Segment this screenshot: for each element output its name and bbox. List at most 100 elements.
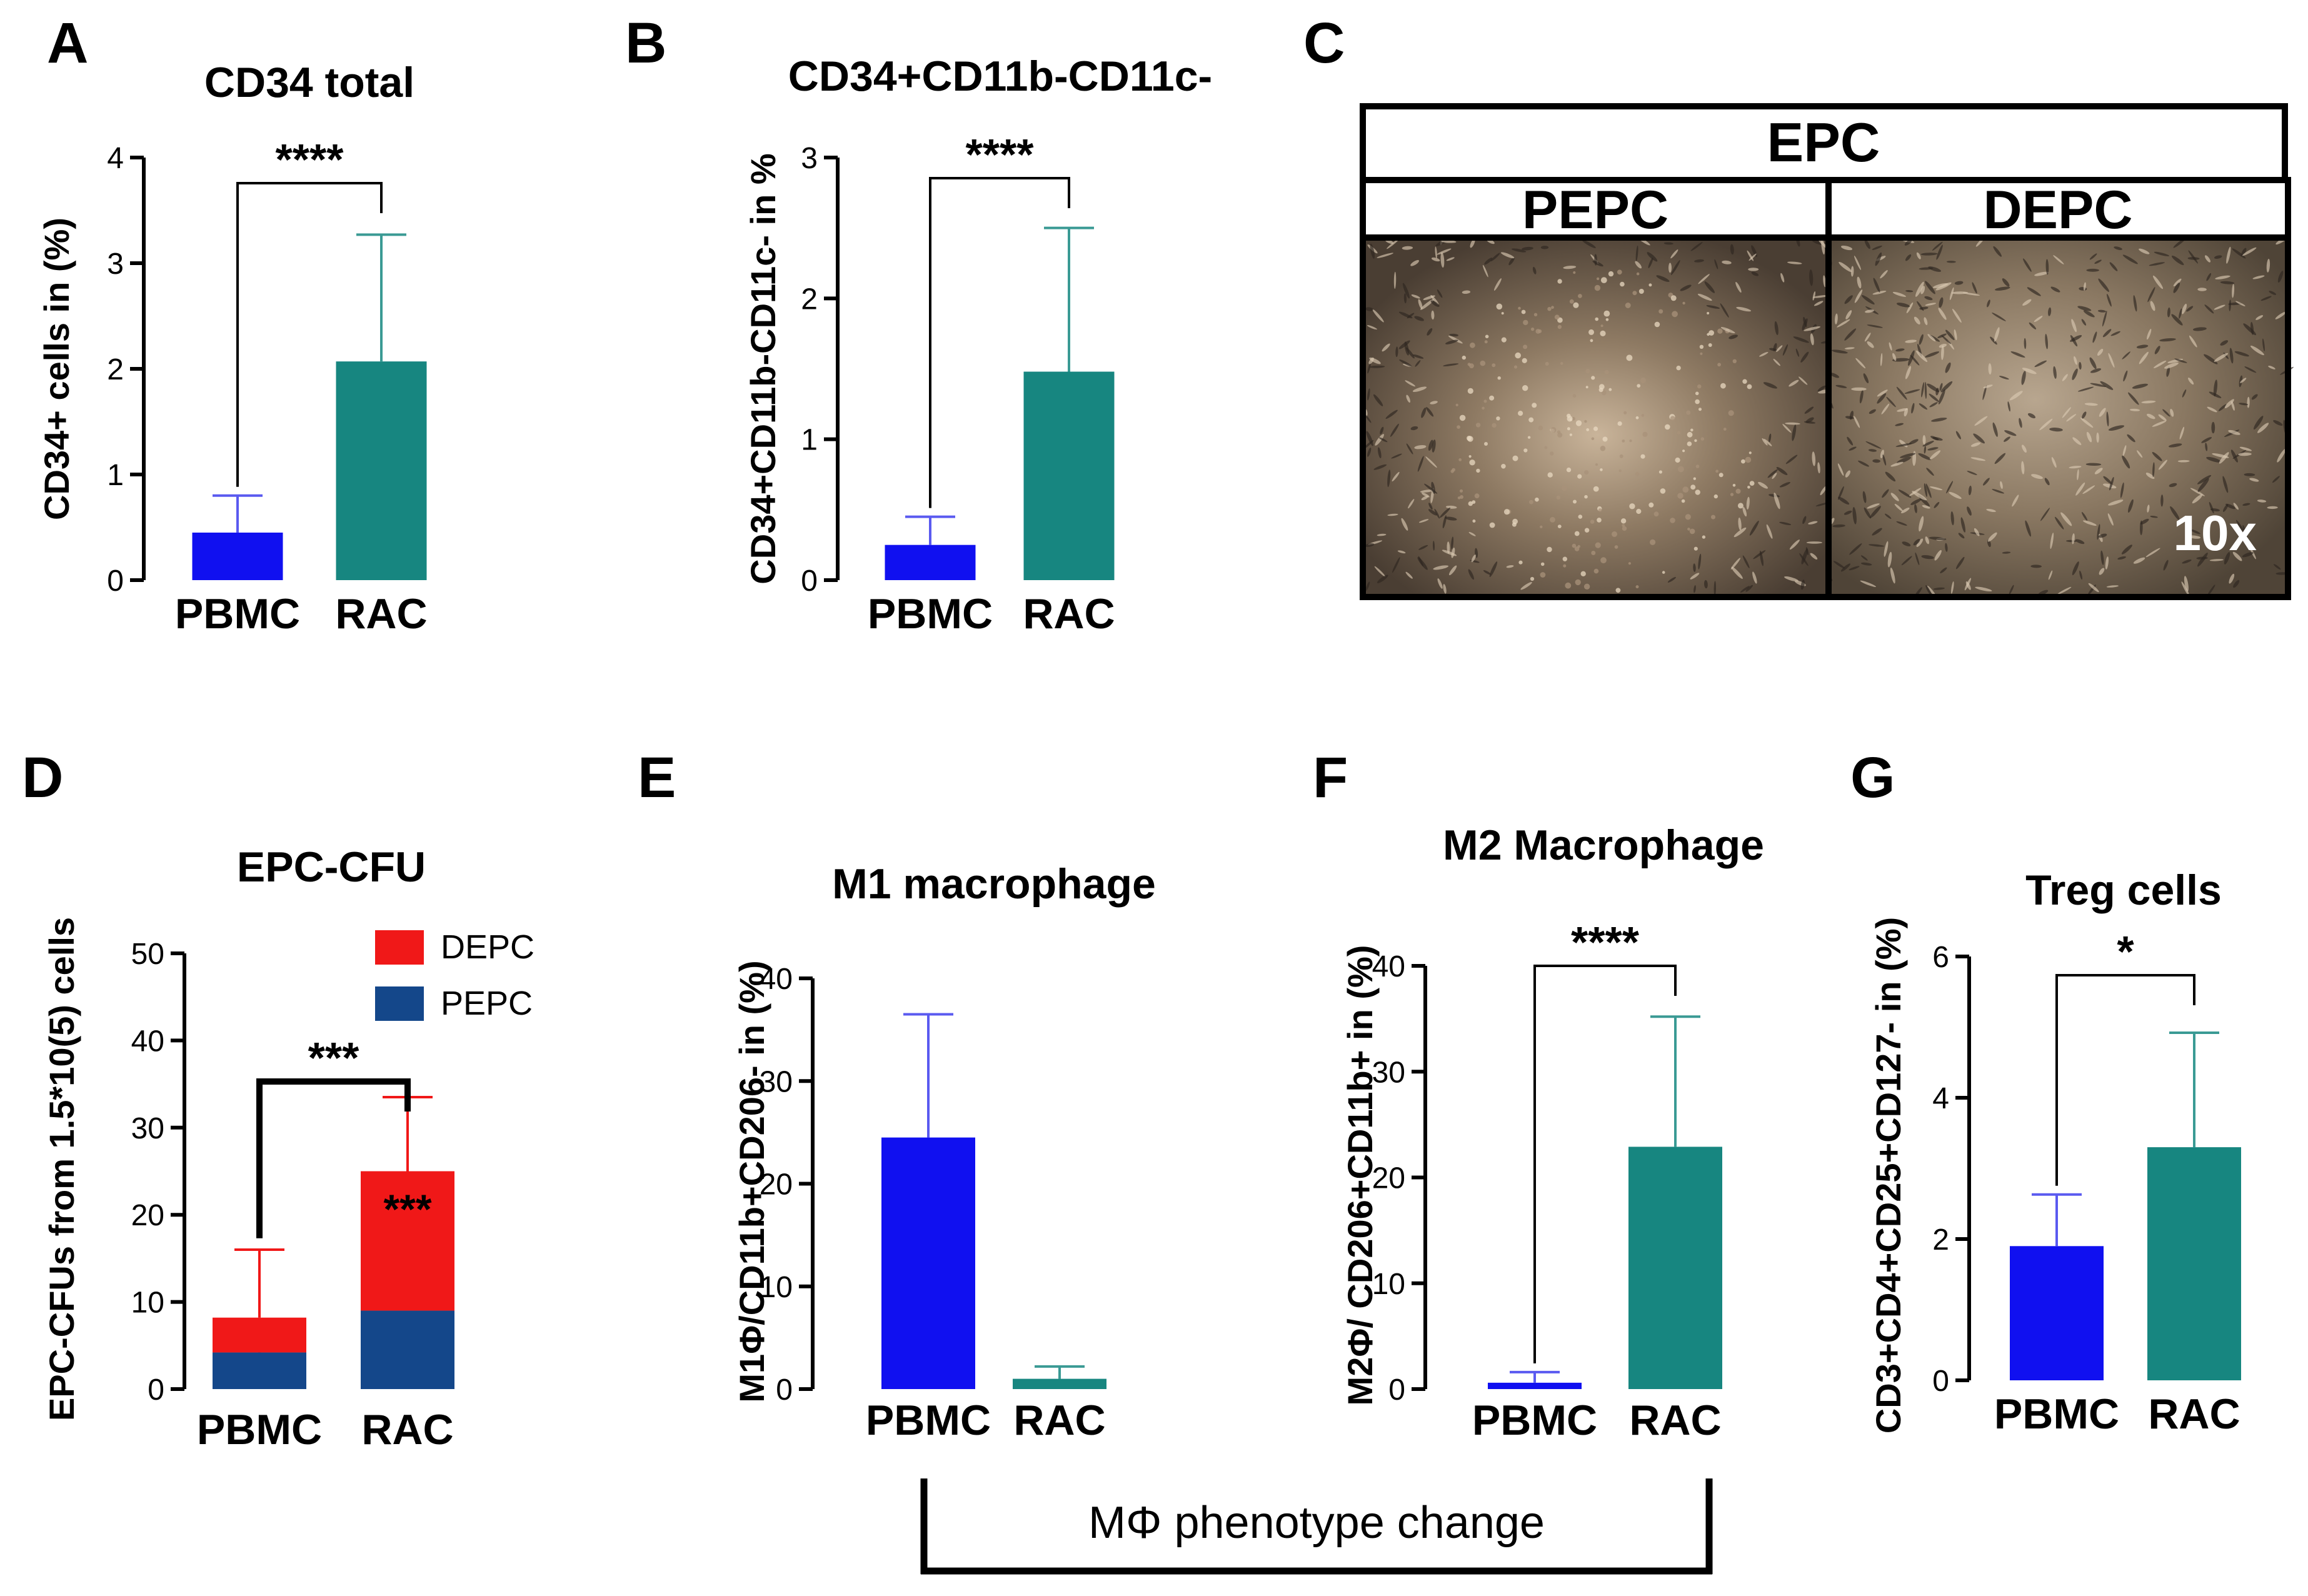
micro-cell	[1512, 455, 1518, 461]
micro-cell	[1410, 259, 1419, 266]
micro-cell	[1626, 354, 1633, 361]
micro-cell	[1501, 464, 1506, 469]
micro-cell	[1994, 327, 2000, 342]
micro-cell	[2231, 401, 2235, 411]
micro-cell	[2160, 494, 2164, 507]
micro-cell	[1804, 326, 1821, 331]
micro-cell	[2139, 248, 2150, 254]
micro-cell	[2109, 476, 2114, 491]
micro-cell	[1897, 408, 1909, 412]
micro-cell	[1882, 454, 1887, 466]
micro-cell	[1915, 552, 1920, 566]
micro-cell	[1468, 531, 1476, 536]
micro-header-label: EPC	[1767, 111, 1880, 173]
micro-cell	[2127, 434, 2135, 443]
significance-label: ****	[276, 135, 344, 184]
micro-cell	[1810, 553, 1818, 560]
micro-cell	[1595, 317, 1598, 321]
micro-cell	[2242, 552, 2254, 558]
micro-cell	[1855, 358, 1866, 369]
micro-cell	[2206, 456, 2221, 463]
micro-cell	[2123, 370, 2128, 382]
micro-cell	[2097, 309, 2106, 313]
micro-cell	[1762, 438, 1768, 446]
micro-cell	[1711, 514, 1715, 519]
micro-cell	[1399, 359, 1412, 367]
micro-cell	[2122, 445, 2127, 456]
micro-cell	[1547, 307, 1552, 311]
micro-cell	[1406, 394, 1410, 403]
micro-cell	[2129, 408, 2140, 411]
micro-cell	[1934, 550, 1942, 561]
micro-cell	[1522, 358, 1527, 364]
micro-cell	[2092, 331, 2097, 343]
x-tick-label: PBMC	[866, 1397, 991, 1444]
micro-cell	[1540, 562, 1545, 566]
micro-cell	[1373, 464, 1387, 470]
micro-cell	[1995, 286, 2010, 291]
micro-cell	[1730, 558, 1741, 570]
micro-cell	[1472, 519, 1476, 523]
micro-cell	[2268, 365, 2275, 369]
micro-cell	[1925, 281, 1935, 294]
micro-cell	[1496, 303, 1503, 310]
micro-cell	[1927, 383, 1940, 393]
micro-cell	[1583, 583, 1590, 590]
micro-cell	[1869, 544, 1885, 547]
micro-cell	[1591, 551, 1596, 555]
micro-cell	[1835, 384, 1847, 388]
bar-depc	[361, 1171, 454, 1311]
micro-cell	[1595, 542, 1601, 548]
micro-cell	[1390, 423, 1399, 437]
micro-cell	[1954, 329, 1957, 341]
micro-cell	[2214, 255, 2222, 259]
micro-cell	[1940, 381, 1953, 393]
micro-cell	[2105, 556, 2109, 570]
x-tick-label: PBMC	[197, 1406, 322, 1453]
micro-cell	[1663, 242, 1673, 245]
micro-cell	[2224, 399, 2234, 408]
micro-cell	[2055, 516, 2064, 529]
micro-cell	[2147, 329, 2152, 340]
micro-cell	[1604, 369, 1609, 374]
micro-cell	[1687, 431, 1693, 438]
micro-cell	[2257, 423, 2269, 433]
micro-cell	[1806, 541, 1823, 544]
micro-cell	[1779, 521, 1792, 526]
micro-cell	[1859, 389, 1864, 404]
micro-cell	[1747, 486, 1750, 489]
micro-cell	[2233, 503, 2239, 510]
micro-cell	[1799, 553, 1809, 566]
micro-cell	[1829, 373, 1840, 378]
micro-cell	[1600, 330, 1606, 337]
micro-cell	[2102, 311, 2107, 327]
micro-cell	[1915, 281, 1924, 297]
micro-cell	[1598, 508, 1602, 512]
micro-cell	[2214, 353, 2229, 362]
micro-cell	[1373, 394, 1383, 406]
micro-cell	[1550, 517, 1555, 523]
micro-cell	[2044, 478, 2050, 486]
micro-cell	[1700, 352, 1703, 355]
micro-cell	[1366, 431, 1373, 446]
micro-cell	[1699, 344, 1704, 349]
micro-cell	[1949, 491, 1962, 499]
micro-cell	[1476, 468, 1480, 473]
micro-cell	[1972, 282, 1977, 294]
micro-cell	[2273, 564, 2281, 570]
micro-cell	[2103, 476, 2112, 484]
micro-cell	[1629, 439, 1632, 443]
micro-cell	[1730, 244, 1734, 255]
micro-cell	[1698, 553, 1702, 570]
micro-cell	[1547, 546, 1552, 553]
micro-cell	[1945, 329, 1955, 341]
micro-cell	[2075, 539, 2085, 545]
micro-cell	[1967, 471, 1977, 475]
micro-cell	[2136, 344, 2149, 349]
micro-cell	[1693, 585, 1696, 593]
micro-cell	[1563, 265, 1577, 269]
micro-cell	[1420, 489, 1434, 493]
micro-cell	[2106, 294, 2112, 307]
micro-cell	[1448, 565, 1457, 576]
micro-cell	[1955, 556, 1965, 570]
